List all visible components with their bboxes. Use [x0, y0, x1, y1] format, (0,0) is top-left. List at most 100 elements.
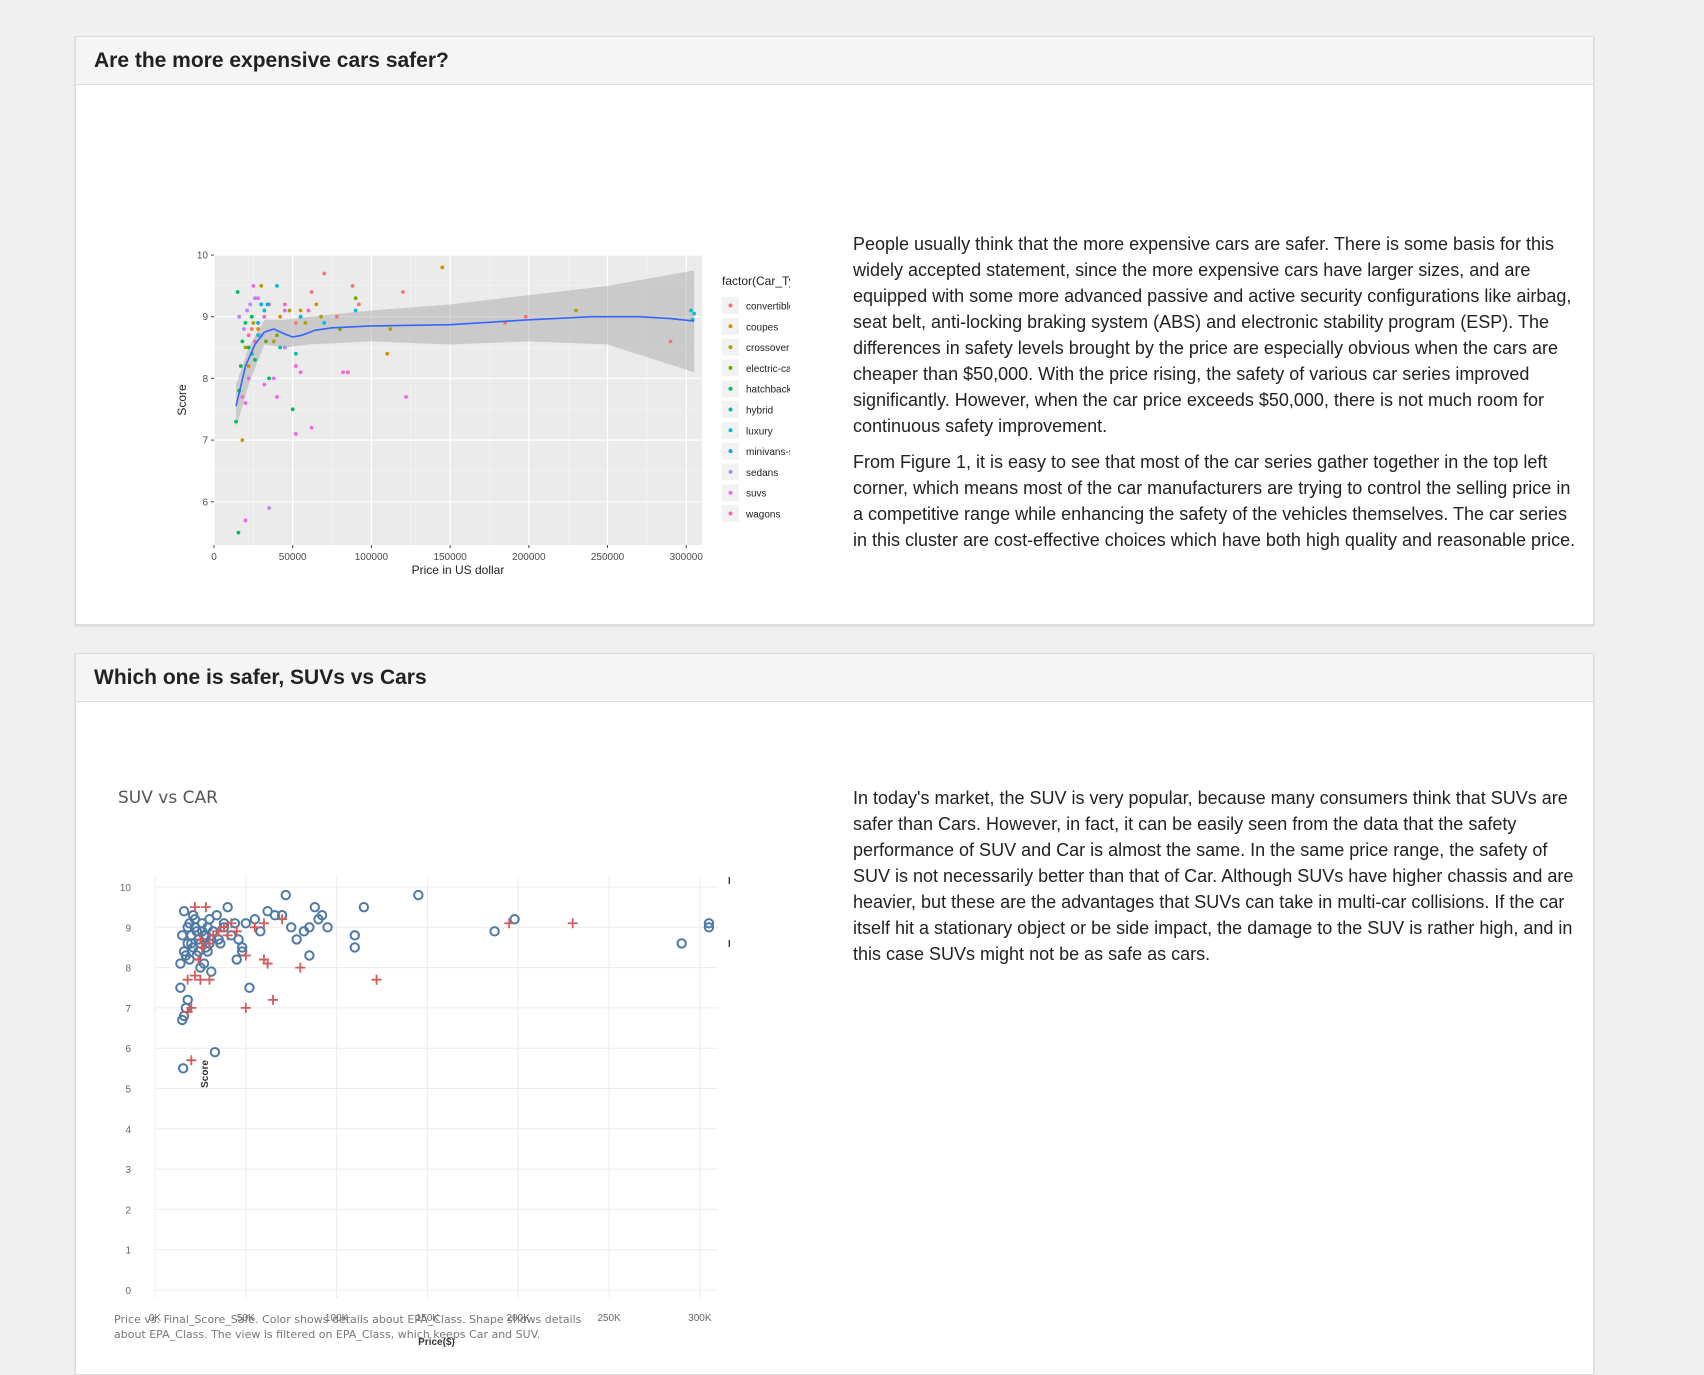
data-point-coupes — [440, 265, 445, 270]
data-point-coupes — [298, 308, 303, 313]
data-point-Car — [177, 930, 188, 941]
plot-panel — [214, 255, 702, 545]
x-tick-label: 150K — [416, 1313, 440, 1324]
data-point-hatchback — [253, 357, 257, 362]
data-point-suvs — [243, 401, 248, 405]
data-point-convertible — [401, 290, 405, 294]
legend-marker — [728, 511, 733, 516]
data-point-crossover — [287, 308, 292, 313]
data-point-Car — [202, 922, 213, 933]
data-point-SUV — [222, 930, 233, 941]
legend-item: crossover — [746, 343, 790, 354]
x-tick-label: 150000 — [433, 552, 467, 563]
y-axis-label: Score — [200, 1060, 211, 1088]
data-point-coupes — [385, 351, 390, 356]
x-axis-label: Price in US dollar — [412, 563, 505, 577]
data-point-Car — [349, 942, 360, 953]
data-point-Car — [244, 982, 255, 993]
data-point-electric-car — [353, 296, 358, 301]
data-point-luxury — [275, 283, 279, 288]
data-point-sedans — [282, 345, 287, 350]
data-point-Car — [182, 994, 193, 1006]
data-point-Car — [349, 930, 360, 941]
data-point-SUV — [240, 950, 251, 961]
y-tick-label: 0 — [125, 1286, 131, 1297]
data-point-sedans — [242, 327, 246, 331]
legend-item: minivans-sub — [746, 447, 790, 458]
data-point-sedans — [267, 506, 271, 510]
data-point-hatchback — [290, 407, 295, 412]
legend-marker — [728, 407, 733, 412]
data-point-electric-car — [264, 339, 268, 344]
legend-item: coupes — [746, 322, 778, 333]
data-point-hatchback — [234, 419, 238, 424]
data-point-suvs — [298, 370, 303, 375]
data-point-hatchback — [243, 320, 248, 325]
data-point-Car — [209, 1047, 221, 1058]
data-point-Car — [322, 922, 333, 933]
data-point-SUV — [249, 922, 260, 933]
y-axis-label: Score — [175, 384, 189, 416]
data-point-electric-car — [275, 333, 279, 338]
analysis-text: People usually think that the more expen… — [853, 231, 1578, 563]
data-point-crossover — [319, 314, 323, 319]
data-point-SUV — [240, 1002, 251, 1013]
y-tick-label: 10 — [120, 883, 132, 894]
data-point-suvs — [293, 364, 298, 368]
y-tick-label: 5 — [125, 1085, 131, 1096]
panel-title: Which one is safer, SUVs vs Cars — [76, 654, 1593, 702]
data-point-suvs — [246, 376, 251, 381]
legend-marker — [728, 469, 733, 474]
data-point-luxury — [353, 308, 358, 313]
data-point-Car — [269, 910, 281, 921]
data-point-hatchback — [240, 339, 245, 344]
data-point-Car — [358, 901, 370, 913]
data-point-crossover — [251, 320, 256, 325]
data-point-SUV — [504, 918, 515, 929]
data-point-Car — [316, 910, 328, 921]
legend-marker — [728, 365, 733, 370]
legend-item: luxury — [746, 426, 773, 437]
legend-marker — [728, 303, 733, 308]
data-point-convertible — [322, 271, 327, 276]
paragraph-2: From Figure 1, it is easy to see that mo… — [853, 452, 1576, 550]
legend-item: hatchback — [746, 385, 790, 396]
data-point-Car — [206, 966, 217, 977]
y-tick-label: 10 — [197, 251, 209, 262]
data-point-SUV — [219, 922, 230, 933]
data-point-suvs — [243, 518, 248, 523]
legend-marker — [728, 449, 733, 454]
data-point-SUV — [371, 974, 382, 985]
data-point-SUV — [197, 942, 208, 953]
legend-shape-title: EPA_Class — [728, 876, 730, 887]
data-point-coupes — [278, 314, 283, 319]
data-point-Car — [249, 914, 261, 925]
data-point-convertible — [309, 290, 314, 294]
data-point-hatchback — [235, 290, 240, 294]
data-point-crossover — [388, 327, 393, 331]
data-point-Car — [198, 958, 210, 969]
data-point-SUV — [295, 962, 306, 973]
data-point-SUV — [193, 954, 204, 965]
data-point-SUV — [268, 994, 279, 1005]
data-point-SUV — [226, 918, 237, 929]
data-point-SUV — [189, 970, 200, 981]
data-point-SUV — [200, 902, 211, 913]
data-point-Car — [177, 1063, 189, 1074]
data-point-SUV — [277, 914, 288, 925]
data-point-Car — [703, 918, 715, 929]
data-point-suvs — [271, 376, 276, 381]
y-tick-label: 4 — [125, 1125, 131, 1136]
data-point-wagons — [246, 333, 251, 338]
data-point-convertible — [523, 314, 528, 319]
data-point-hatchback — [236, 530, 241, 535]
x-tick-label: 300000 — [670, 552, 704, 563]
data-point-coupes — [314, 302, 319, 307]
x-tick-label: 300K — [688, 1313, 712, 1324]
data-point-Car — [175, 958, 186, 969]
legend-item: hybrid — [746, 406, 773, 417]
data-point-Car — [280, 889, 291, 901]
data-point-coupes — [256, 327, 260, 331]
data-point-crossover — [259, 283, 264, 288]
y-tick-label: 6 — [202, 497, 208, 508]
